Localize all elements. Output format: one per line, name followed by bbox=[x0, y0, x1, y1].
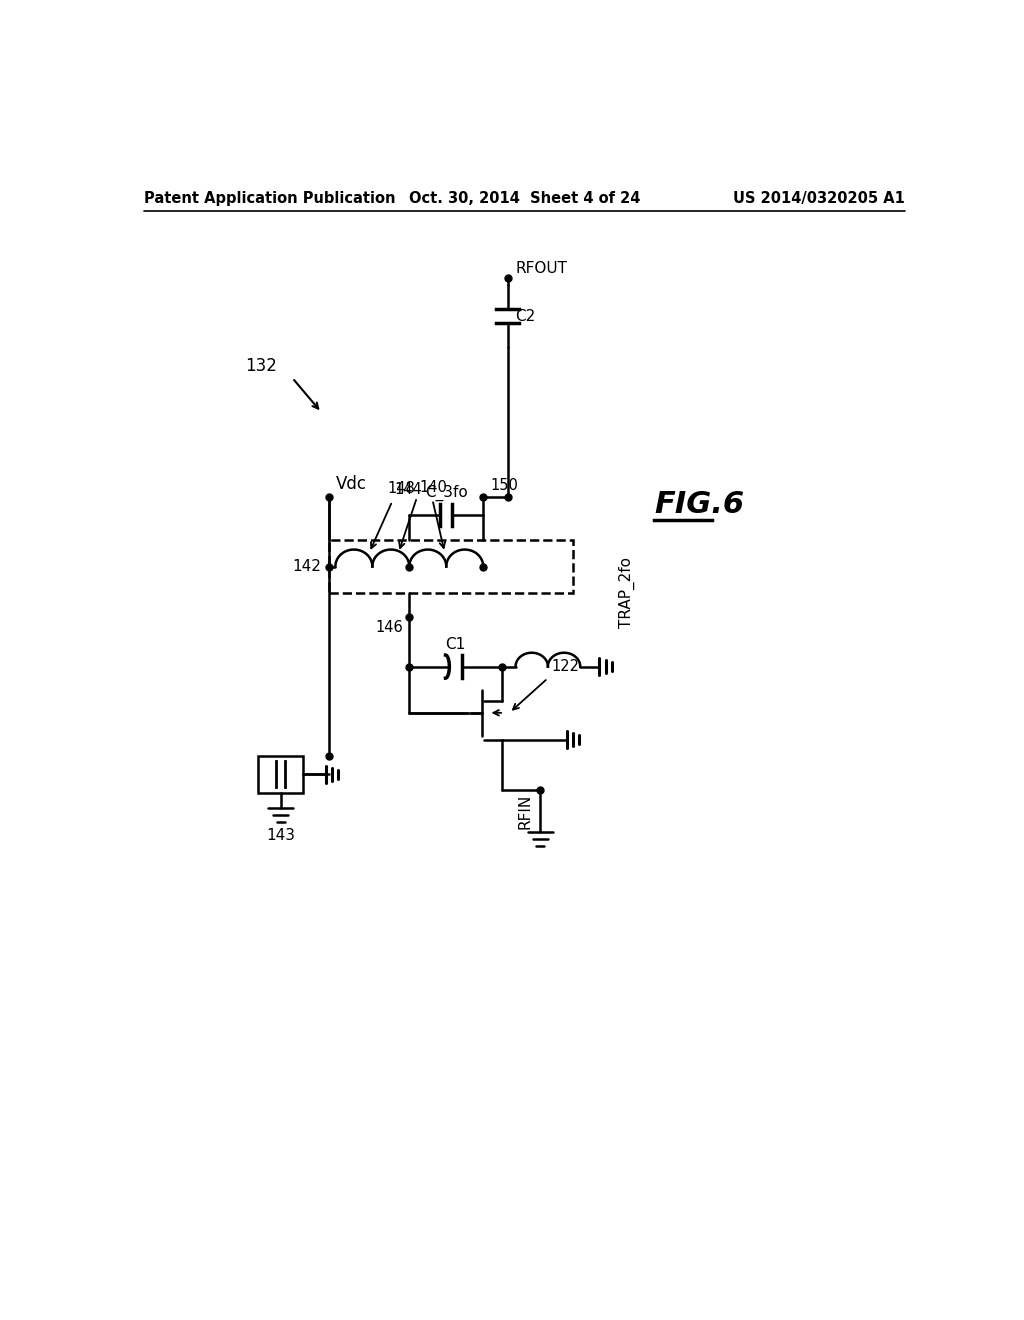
Text: C1: C1 bbox=[445, 638, 466, 652]
Bar bbox=[258, 756, 303, 793]
Text: 140: 140 bbox=[419, 480, 447, 495]
Bar bbox=[330, 540, 573, 594]
Text: US 2014/0320205 A1: US 2014/0320205 A1 bbox=[733, 191, 905, 206]
Text: 146: 146 bbox=[376, 620, 403, 635]
Text: C2: C2 bbox=[515, 309, 536, 323]
Text: C_3fo: C_3fo bbox=[425, 484, 468, 502]
Text: 148: 148 bbox=[388, 482, 416, 496]
Text: 150: 150 bbox=[490, 478, 519, 494]
Text: Oct. 30, 2014  Sheet 4 of 24: Oct. 30, 2014 Sheet 4 of 24 bbox=[410, 191, 640, 206]
Text: 144: 144 bbox=[394, 482, 423, 498]
Text: 142: 142 bbox=[293, 558, 322, 574]
Text: TRAP_2fo: TRAP_2fo bbox=[618, 557, 635, 628]
Text: Patent Application Publication: Patent Application Publication bbox=[144, 191, 396, 206]
Text: RFOUT: RFOUT bbox=[515, 261, 567, 276]
Text: Vdc: Vdc bbox=[336, 475, 367, 494]
Text: RFIN: RFIN bbox=[517, 793, 532, 829]
Text: 122: 122 bbox=[552, 659, 580, 675]
Text: FIG.6: FIG.6 bbox=[654, 491, 744, 519]
Text: 132: 132 bbox=[246, 358, 278, 375]
Text: 143: 143 bbox=[266, 828, 295, 842]
